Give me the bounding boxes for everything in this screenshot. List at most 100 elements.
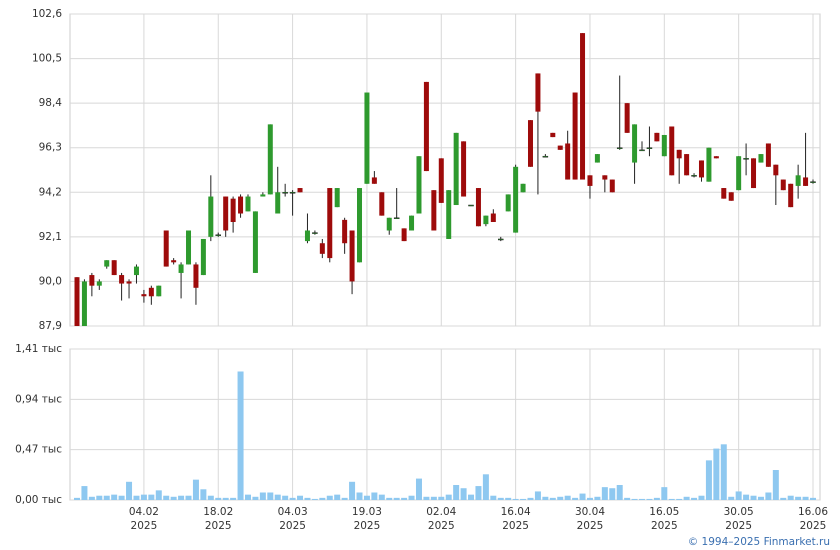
candle-body [721, 188, 727, 199]
volume-bar [341, 497, 348, 500]
candle-body [616, 147, 623, 149]
volume-bar [460, 488, 467, 500]
candle-body [624, 103, 630, 133]
x-tick-label: 18.02 [203, 506, 233, 518]
volume-bar [170, 496, 177, 500]
x-tick-year: 2025 [577, 520, 604, 532]
x-tick-year: 2025 [354, 520, 381, 532]
volume-bar [795, 496, 802, 500]
candle-body [483, 215, 489, 225]
volume-bar [780, 497, 787, 500]
candle-body [171, 260, 177, 263]
volume-bar [468, 494, 475, 500]
volume-bar [185, 495, 192, 500]
volume-bar [549, 497, 556, 500]
candle-body [446, 190, 452, 239]
volume-bar [505, 497, 512, 500]
candle-body [245, 196, 251, 212]
candle-body [364, 92, 370, 184]
volume-bar [534, 491, 541, 500]
candle-body [736, 156, 742, 191]
volume-bar [661, 487, 668, 500]
x-tick-year: 2025 [502, 520, 529, 532]
volume-bar [237, 371, 244, 500]
candle-body [542, 155, 549, 158]
x-tick-year: 2025 [279, 520, 306, 532]
candle-body [178, 264, 184, 273]
volume-bar [475, 486, 482, 500]
candle-body [208, 196, 214, 237]
candle-body [580, 33, 586, 180]
candle-body [639, 149, 645, 152]
volume-bar [297, 495, 304, 500]
candle-body [646, 147, 653, 149]
candle-body [386, 217, 392, 231]
volume-bar [527, 497, 534, 500]
volume-bar [668, 498, 675, 500]
candle-body [81, 281, 87, 326]
volume-bar [274, 494, 281, 500]
candle-body [416, 156, 422, 214]
candle-body [252, 211, 258, 273]
volume-bar [178, 495, 185, 500]
volume-bar [802, 496, 809, 500]
candle-body [706, 147, 712, 182]
volume-bar [676, 498, 683, 500]
x-tick-label: 02.04 [426, 506, 456, 518]
candle-body [104, 260, 110, 267]
volume-bar [311, 498, 318, 500]
volume-bar [126, 481, 133, 500]
x-tick-label: 30.05 [724, 506, 754, 518]
volume-bar [222, 497, 229, 500]
volume-bar [453, 485, 460, 500]
candle-body [788, 183, 794, 208]
x-tick-label: 16.05 [649, 506, 679, 518]
y-tick-label: 98,4 [39, 97, 63, 109]
candle-body [669, 126, 675, 176]
volume-bar [81, 486, 88, 500]
candle-body [156, 285, 162, 297]
volume-bar [750, 495, 757, 500]
volume-bar [118, 495, 125, 500]
volume-bar [594, 496, 601, 500]
candle-body [223, 196, 229, 231]
volume-bar [713, 448, 720, 500]
volume-bar [267, 492, 274, 500]
x-tick-year: 2025 [428, 520, 455, 532]
candle-body [765, 143, 771, 167]
candle-body [186, 230, 192, 265]
candle-body [312, 232, 318, 234]
candle-body [230, 198, 236, 222]
volume-bar [386, 497, 393, 500]
volume-bar [103, 495, 110, 500]
volume-bar [639, 498, 646, 500]
volume-bar [698, 495, 705, 500]
candle-body [319, 243, 325, 254]
x-tick-label: 30.04 [575, 506, 605, 518]
y-tick-label: 94,2 [39, 186, 62, 198]
volume-bar [757, 496, 764, 500]
candle-body [215, 234, 222, 236]
y-tick-label: 0,00 тыс [15, 494, 62, 506]
volume-bar [74, 497, 80, 500]
candle-body [743, 158, 749, 160]
volume-bar [609, 488, 616, 500]
candle-body [342, 219, 348, 244]
candle-body [357, 188, 363, 263]
volume-bar [430, 496, 437, 500]
volume-bar [586, 497, 593, 500]
x-tick-year: 2025 [651, 520, 678, 532]
candle-body [461, 141, 467, 197]
y-tick-label: 1,41 тыс [15, 343, 62, 355]
volume-bar [490, 495, 497, 500]
volume-bar [215, 497, 222, 500]
candle-body [74, 277, 80, 326]
y-tick-label: 102,6 [32, 8, 62, 20]
candle-body [409, 215, 415, 231]
volume-bar [765, 492, 772, 500]
candle-body [550, 132, 556, 138]
candle-body [475, 188, 481, 227]
y-tick-label: 96,3 [39, 142, 62, 154]
volume-bar [326, 495, 333, 500]
